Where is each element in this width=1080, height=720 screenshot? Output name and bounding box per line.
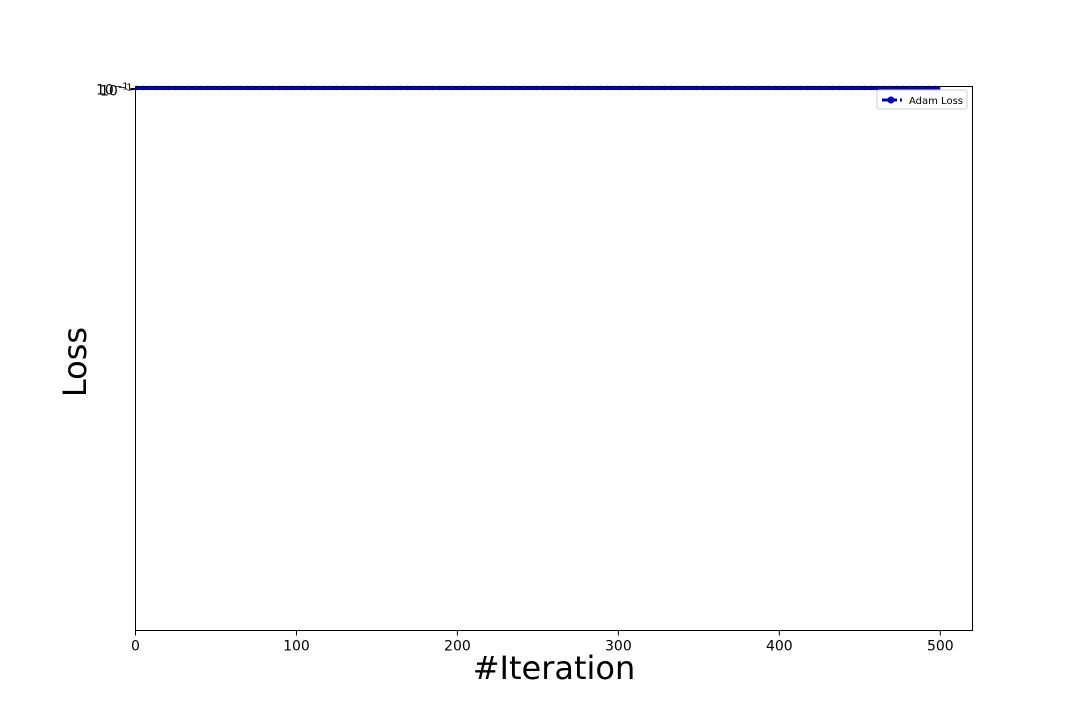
legend-swatch-marker: [887, 96, 895, 104]
legend-label-adam-loss: Adam Loss: [909, 96, 963, 107]
x-tick-label: 0: [131, 639, 140, 655]
y-tick-label: 10−1: [100, 83, 133, 100]
y-axis-ticks: 10−110−1: [96, 82, 136, 100]
legend-frame: [876, 89, 968, 110]
x-tick-label: 300: [605, 639, 632, 655]
y-tick-label: 10−1: [96, 82, 129, 99]
x-tick-label: 200: [444, 639, 471, 655]
y-axis-title: Loss: [56, 327, 94, 397]
x-axis-ticks: 0 100 200 300 400 500: [131, 630, 954, 655]
x-tick-label: 400: [766, 639, 793, 655]
x-tick-label: 500: [927, 639, 954, 655]
x-tick-label: 100: [283, 639, 310, 655]
x-axis-title: #Iteration: [473, 649, 636, 687]
axes-frame: [135, 86, 973, 631]
legend: Adam Loss: [876, 89, 968, 110]
